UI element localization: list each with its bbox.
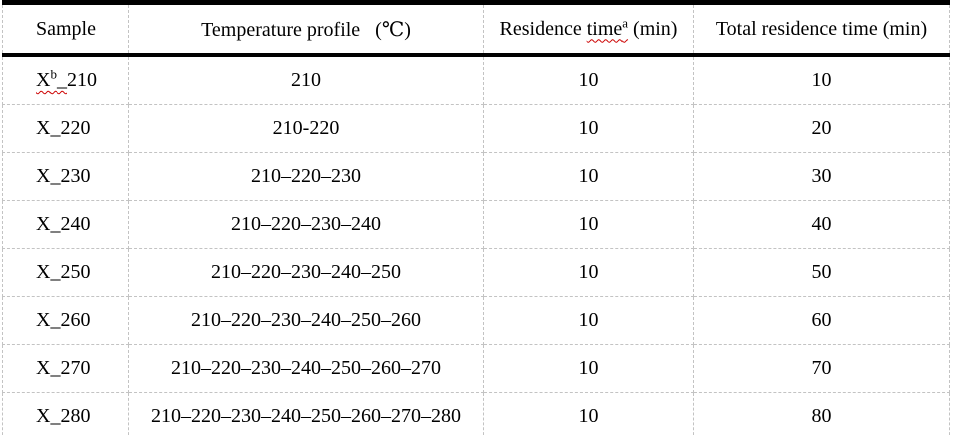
residence-time-cell: 10 [483,248,694,297]
header-text: time [586,17,623,40]
column-header-residence-time: Residence timea (min) [483,2,694,57]
total-residence-time-cell: 60 [693,296,950,345]
temperature-profile-cell: 210 [128,55,484,105]
table-body: Xb_210 210 10 10 X_220 210-220 10 20 X_2… [2,55,950,435]
sample-cell: X_280 [2,392,129,435]
header-text: Residence [499,17,587,40]
header-row: Sample Temperature profile (℃) Residence… [2,2,950,57]
table-row: X_220 210-220 10 20 [2,104,950,153]
table-header: Sample Temperature profile (℃) Residence… [2,2,950,57]
column-header-temperature-profile: Temperature profile (℃) [128,2,484,57]
total-residence-time-cell: 50 [693,248,950,297]
sample-text: 210 [66,69,97,91]
footnote-marker-a: a [622,14,629,30]
sample-text: X_280 [36,405,91,427]
column-header-sample: Sample [2,2,129,57]
table-row: X_250 210–220–230–240–250 10 50 [2,248,950,297]
footnote-marker-b: b [50,66,57,82]
total-residence-time-cell: 40 [693,200,950,249]
header-text: (min) [628,17,678,40]
sample-text: X_230 [36,165,91,187]
sample-cell: X_270 [2,344,129,393]
table-row: Xb_210 210 10 10 [2,55,950,105]
residence-time-cell: 10 [483,296,694,345]
table-row: X_230 210–220–230 10 30 [2,152,950,201]
residence-time-cell: 10 [483,55,694,105]
sample-text: X_270 [36,357,91,379]
table-row: X_270 210–220–230–240–250–260–270 10 70 [2,344,950,393]
residence-time-cell: 10 [483,152,694,201]
sample-cell: X_240 [2,200,129,249]
table-row: X_240 210–220–230–240 10 40 [2,200,950,249]
total-residence-time-cell: 20 [693,104,950,153]
sample-cell: X_250 [2,248,129,297]
temperature-profile-cell: 210–220–230–240–250–260 [128,296,484,345]
temperature-profile-cell: 210–220–230–240–250–260–270–280 [128,392,484,435]
sample-cell: X_230 [2,152,129,201]
table-row: X_260 210–220–230–240–250–260 10 60 [2,296,950,345]
total-residence-time-cell: 70 [693,344,950,393]
temperature-profile-cell: 210–220–230–240–250–260–270 [128,344,484,393]
column-header-total-residence-time: Total residence time (min) [693,2,950,57]
total-residence-time-cell: 80 [693,392,950,435]
sample-cell: X_220 [2,104,129,153]
total-residence-time-cell: 30 [693,152,950,201]
sample-cell: X_260 [2,296,129,345]
sample-text: X [36,69,51,91]
temperature-profile-cell: 210-220 [128,104,484,153]
sample-text: X_260 [36,309,91,331]
sample-text: X_240 [36,213,91,235]
temperature-profile-cell: 210–220–230–240–250 [128,248,484,297]
temperature-profile-cell: 210–220–230–240 [128,200,484,249]
temperature-profile-cell: 210–220–230 [128,152,484,201]
residence-time-cell: 10 [483,344,694,393]
spellcheck-underline: timea [586,14,629,40]
residence-time-cell: 10 [483,200,694,249]
residence-time-cell: 10 [483,392,694,435]
residence-time-cell: 10 [483,104,694,153]
spellcheck-underline: Xb_ [36,66,67,91]
sample-text: X_220 [36,117,91,139]
total-residence-time-cell: 10 [693,55,950,105]
sample-text: X_250 [36,261,91,283]
sample-text: _ [56,69,67,91]
sample-cell: Xb_210 [2,55,129,105]
table-row: X_280 210–220–230–240–250–260–270–280 10… [2,392,950,435]
